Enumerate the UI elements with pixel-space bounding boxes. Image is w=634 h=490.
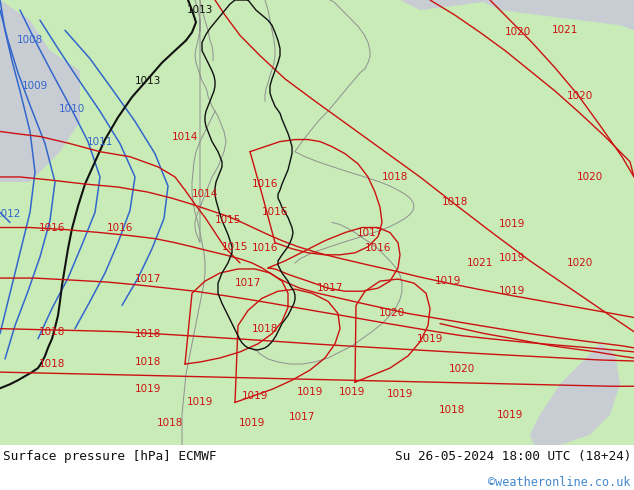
- Text: 1013: 1013: [135, 76, 161, 86]
- Text: 1018: 1018: [135, 357, 161, 367]
- Text: Surface pressure [hPa] ECMWF: Surface pressure [hPa] ECMWF: [3, 450, 216, 463]
- Text: 1018: 1018: [39, 327, 65, 337]
- Text: 1017: 1017: [235, 278, 261, 288]
- Text: 1021: 1021: [467, 258, 493, 268]
- Polygon shape: [400, 0, 634, 30]
- Text: 1021: 1021: [552, 25, 578, 35]
- Text: 1019: 1019: [435, 276, 461, 286]
- Text: 1019: 1019: [297, 387, 323, 397]
- Polygon shape: [202, 0, 295, 350]
- Text: 1016: 1016: [252, 243, 278, 253]
- Text: ©weatheronline.co.uk: ©weatheronline.co.uk: [489, 476, 631, 489]
- Text: 1011: 1011: [87, 137, 113, 147]
- Polygon shape: [530, 344, 620, 445]
- Text: 1017: 1017: [357, 227, 383, 238]
- Text: 1016: 1016: [262, 207, 288, 218]
- Text: 1018: 1018: [157, 417, 183, 428]
- Text: 1019: 1019: [497, 410, 523, 419]
- Text: 1016: 1016: [252, 179, 278, 189]
- Text: 1017: 1017: [135, 274, 161, 284]
- Text: Su 26-05-2024 18:00 UTC (18+24): Su 26-05-2024 18:00 UTC (18+24): [394, 450, 631, 463]
- Text: 1015: 1015: [222, 242, 248, 252]
- Text: 1018: 1018: [442, 197, 468, 207]
- Text: 1020: 1020: [505, 27, 531, 37]
- Text: 1020: 1020: [577, 172, 603, 182]
- Text: 1009: 1009: [22, 81, 48, 91]
- Polygon shape: [480, 0, 634, 30]
- Text: 1020: 1020: [567, 91, 593, 101]
- Text: 1018: 1018: [252, 323, 278, 334]
- Text: 1018: 1018: [382, 172, 408, 182]
- Text: 1016: 1016: [365, 243, 391, 253]
- Text: 1020: 1020: [567, 258, 593, 268]
- Text: 1014: 1014: [192, 189, 218, 199]
- Text: 1015: 1015: [215, 216, 241, 225]
- Text: 1012: 1012: [0, 209, 21, 220]
- Text: 1016: 1016: [39, 222, 65, 233]
- Text: 1019: 1019: [417, 334, 443, 344]
- Text: 1017: 1017: [289, 412, 315, 421]
- Text: 1020: 1020: [449, 364, 475, 374]
- Text: 1019: 1019: [387, 390, 413, 399]
- Text: 1019: 1019: [135, 384, 161, 394]
- Polygon shape: [0, 0, 80, 182]
- Text: 1018: 1018: [39, 359, 65, 369]
- Text: 1020: 1020: [379, 309, 405, 318]
- Text: 1008: 1008: [17, 35, 43, 46]
- Text: 1019: 1019: [187, 397, 213, 408]
- Text: 1013: 1013: [187, 5, 213, 15]
- Text: 1017: 1017: [317, 283, 343, 293]
- Text: 1019: 1019: [499, 220, 525, 229]
- Text: 1019: 1019: [242, 392, 268, 401]
- Text: 1019: 1019: [499, 253, 525, 263]
- Text: 1019: 1019: [239, 417, 265, 428]
- Text: 1014: 1014: [172, 131, 198, 142]
- Text: 1016: 1016: [107, 222, 133, 233]
- Text: 1019: 1019: [339, 387, 365, 397]
- Text: 1019: 1019: [499, 286, 525, 296]
- Text: 1018: 1018: [135, 329, 161, 339]
- Text: 1010: 1010: [59, 104, 85, 114]
- Text: 1018: 1018: [439, 405, 465, 415]
